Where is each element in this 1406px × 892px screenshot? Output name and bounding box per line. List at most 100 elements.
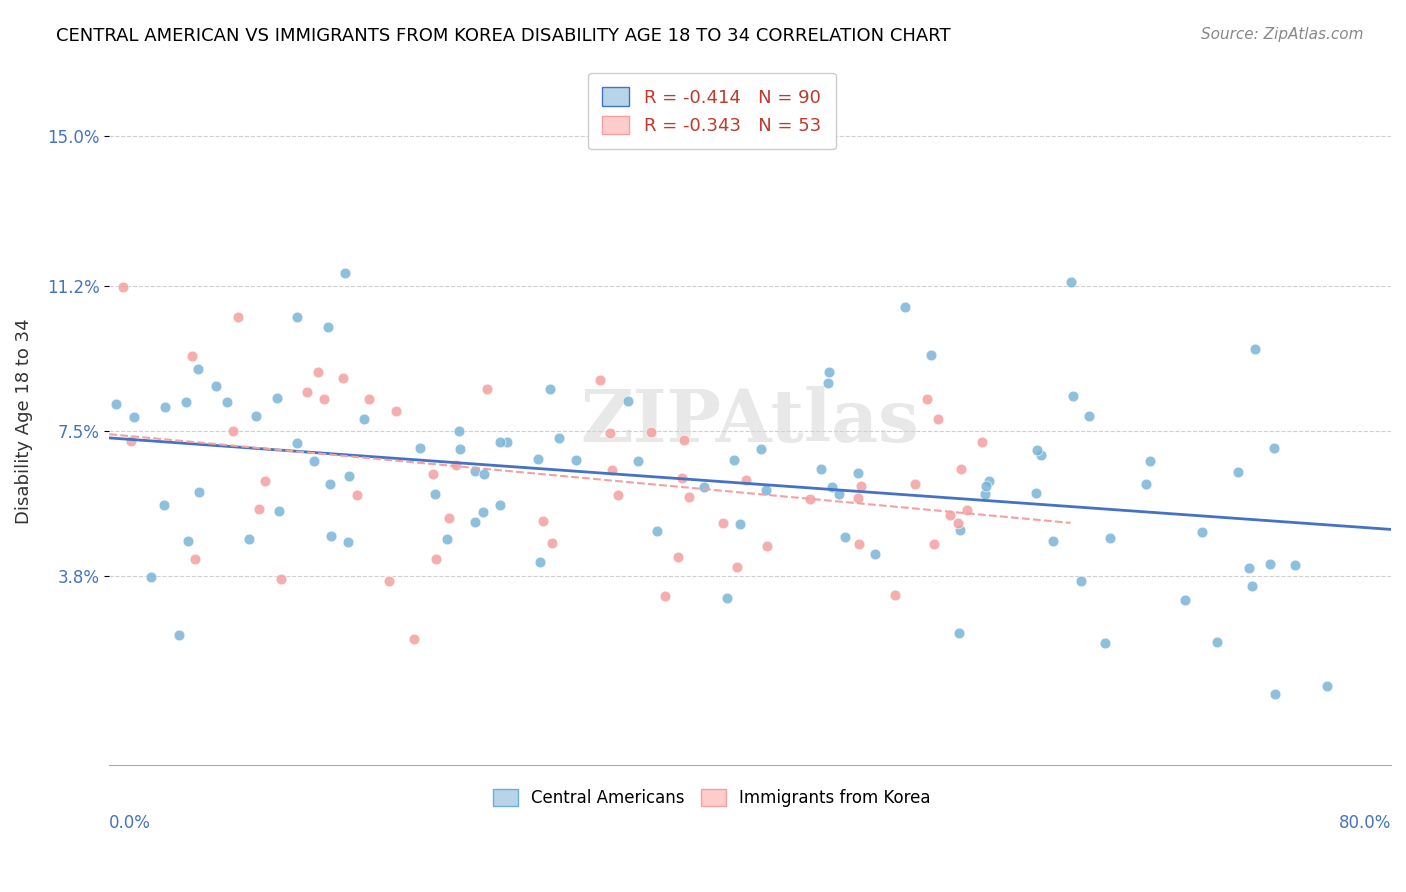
Point (204, 379, 226, 393)
Point (1094, 636, 1116, 650)
Point (180, 349, 202, 363)
Point (1135, 476, 1157, 491)
Point (921, 348, 943, 362)
Point (333, 266, 356, 280)
Point (834, 529, 856, 543)
Point (222, 424, 245, 438)
Point (245, 409, 267, 423)
Point (672, 434, 695, 448)
Point (295, 384, 318, 399)
Point (319, 477, 342, 491)
Point (1078, 409, 1101, 424)
Point (711, 516, 734, 530)
Point (922, 537, 945, 551)
Point (409, 441, 432, 455)
Point (640, 425, 662, 440)
Point (1191, 525, 1213, 540)
Point (799, 492, 821, 507)
Point (489, 498, 512, 512)
Point (849, 478, 872, 492)
Point (627, 453, 650, 467)
Point (716, 591, 738, 606)
Point (285, 436, 308, 450)
Point (307, 365, 329, 379)
Point (529, 555, 551, 569)
Point (884, 588, 907, 602)
Point (948, 625, 970, 640)
Point (346, 488, 368, 502)
Point (174, 395, 197, 409)
Point (541, 535, 564, 549)
Point (254, 474, 277, 488)
Point (496, 434, 519, 449)
Point (1059, 275, 1081, 289)
Point (735, 474, 758, 488)
Point (974, 487, 997, 501)
Point (647, 524, 669, 539)
Point (666, 550, 689, 565)
Point (599, 426, 621, 441)
Point (678, 490, 700, 504)
Point (304, 453, 326, 467)
Point (1062, 389, 1084, 403)
Point (1227, 465, 1250, 479)
Point (353, 412, 375, 426)
Point (1026, 442, 1049, 457)
Point (321, 529, 343, 543)
Point (153, 400, 176, 414)
Point (139, 570, 162, 584)
Point (671, 471, 693, 485)
Point (846, 491, 869, 505)
Point (316, 320, 339, 334)
Legend: Central Americans, Immigrants from Korea: Central Americans, Immigrants from Korea (484, 780, 939, 815)
Point (949, 523, 972, 537)
Point (723, 453, 745, 467)
Point (817, 365, 839, 379)
Point (444, 458, 467, 472)
Point (337, 469, 360, 483)
Point (917, 392, 939, 406)
Text: CENTRAL AMERICAN VS IMMIGRANTS FROM KOREA DISABILITY AGE 18 TO 34 CORRELATION CH: CENTRAL AMERICAN VS IMMIGRANTS FROM KORE… (56, 27, 950, 45)
Point (425, 552, 447, 566)
Point (755, 483, 778, 497)
Point (904, 476, 927, 491)
Point (167, 628, 190, 642)
Point (600, 463, 623, 477)
Point (927, 411, 949, 425)
Point (977, 474, 1000, 488)
Point (464, 515, 486, 529)
Point (1263, 441, 1285, 455)
Point (828, 487, 851, 501)
Point (1206, 635, 1229, 649)
Point (1070, 574, 1092, 589)
Point (176, 533, 198, 548)
Point (956, 502, 979, 516)
Point (449, 424, 471, 438)
Point (436, 532, 458, 546)
Point (1173, 593, 1195, 607)
Point (1240, 579, 1263, 593)
Point (1098, 532, 1121, 546)
Text: Source: ZipAtlas.com: Source: ZipAtlas.com (1201, 27, 1364, 42)
Point (402, 632, 425, 647)
Point (527, 452, 550, 467)
Point (1284, 558, 1306, 572)
Point (472, 505, 495, 519)
Point (654, 589, 676, 603)
Text: 0.0%: 0.0% (110, 814, 152, 832)
Point (337, 535, 360, 549)
Point (314, 392, 336, 406)
Point (270, 572, 292, 586)
Point (865, 547, 887, 561)
Point (939, 508, 962, 522)
Point (950, 462, 973, 476)
Point (266, 391, 288, 405)
Point (848, 537, 870, 551)
Point (846, 466, 869, 480)
Point (425, 487, 447, 501)
Point (1025, 486, 1047, 500)
Point (974, 479, 997, 493)
Point (565, 453, 588, 467)
Point (247, 502, 270, 516)
Point (422, 467, 444, 482)
